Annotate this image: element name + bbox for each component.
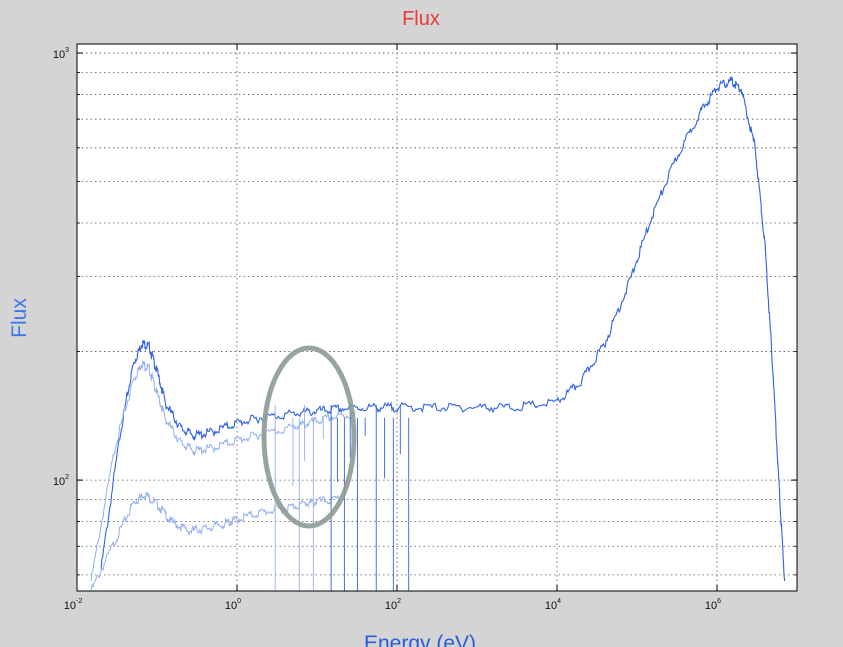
x-tick-label: 102	[385, 598, 401, 612]
series-line	[90, 492, 342, 592]
x-tick-label: 10-2	[64, 598, 83, 612]
chart-title: Flux	[402, 8, 440, 30]
grid	[76, 44, 797, 591]
y-tick-label: 103	[53, 47, 69, 61]
series-2	[90, 360, 356, 582]
plot-background	[77, 44, 797, 591]
x-axis-label: Energy (eV)	[364, 632, 476, 647]
y-axis-label: Flux	[8, 298, 31, 338]
series-group	[90, 75, 786, 592]
plot-frame	[76, 43, 798, 592]
series-1	[100, 75, 786, 582]
y-tick-label: 102	[53, 474, 69, 488]
x-tick-exponent: 6	[717, 598, 721, 605]
x-tick-label: 100	[225, 598, 241, 612]
x-tick-label: 104	[545, 598, 561, 612]
series-line	[90, 360, 356, 582]
series-3	[90, 492, 342, 592]
y-tick-exponent: 2	[65, 474, 69, 481]
noise-spikes	[274, 404, 410, 591]
x-tick-label: 106	[705, 598, 721, 612]
y-tick-exponent: 3	[65, 47, 69, 54]
x-tick-exponent: -2	[76, 598, 82, 605]
x-tick-exponent: 4	[557, 598, 561, 605]
x-tick-exponent: 2	[397, 598, 401, 605]
x-tick-exponent: 0	[237, 598, 241, 605]
highlight-ellipse	[261, 345, 357, 529]
series-line	[100, 75, 786, 582]
